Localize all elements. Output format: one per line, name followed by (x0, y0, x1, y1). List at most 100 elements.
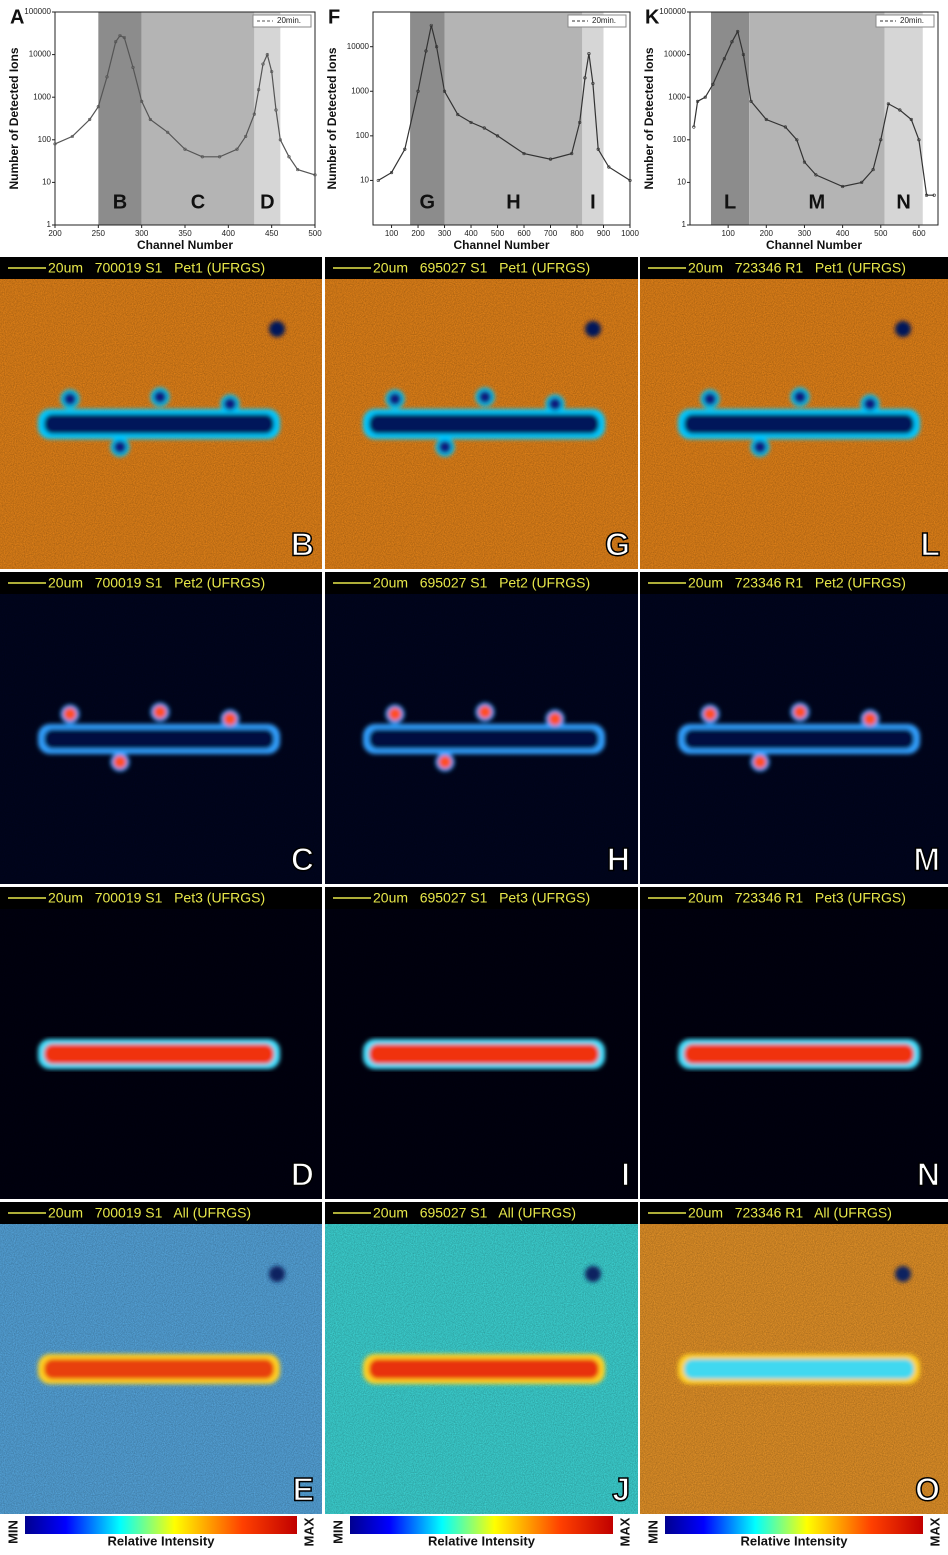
y-tick-label: 1000 (33, 92, 51, 101)
rod-group (363, 1039, 605, 1069)
feature (862, 396, 878, 412)
colorbar-label: Relative Intensity (108, 1533, 216, 1548)
rod (44, 729, 274, 749)
panel-caption: 20um 723346 R1 Pet2 (UFRGS) (688, 575, 906, 591)
panel-label: K (645, 6, 660, 28)
region-label: C (191, 191, 205, 213)
y-tick-label: 100000 (24, 7, 51, 16)
rod (684, 1044, 914, 1064)
feature (792, 704, 808, 720)
region-label: B (113, 191, 127, 213)
y-tick-label: 10 (677, 178, 686, 187)
x-tick-label: 700 (544, 229, 558, 238)
feature (437, 439, 453, 455)
rod-group (678, 1039, 920, 1069)
feature (895, 1266, 911, 1282)
feature (895, 321, 911, 337)
x-axis-title: Channel Number (137, 238, 233, 252)
feature (112, 439, 128, 455)
y-tick-label: 100 (356, 131, 370, 140)
y-axis-title: Number of Detected Ions (7, 47, 21, 189)
y-tick-label: 10 (42, 178, 51, 187)
feature (477, 704, 493, 720)
y-tick-label: 1000 (668, 92, 686, 101)
x-tick-label: 600 (912, 229, 926, 238)
legend-label: 20min. (592, 16, 616, 25)
x-tick-label: 250 (92, 229, 106, 238)
y-tick-label: 10000 (347, 42, 370, 51)
rod (369, 414, 599, 434)
panel-letter: C (291, 841, 314, 877)
feature (585, 321, 601, 337)
x-tick-label: 400 (464, 229, 478, 238)
panel-letter: D (291, 1156, 314, 1192)
rod (369, 1044, 599, 1064)
x-tick-label: 300 (798, 229, 812, 238)
y-tick-label: 1000 (351, 86, 369, 95)
feature (585, 1266, 601, 1282)
region-label: D (260, 191, 274, 213)
colorbar-label: Relative Intensity (428, 1533, 536, 1548)
x-axis-title: Channel Number (766, 238, 862, 252)
y-tick-label: 1 (47, 220, 52, 229)
y-tick-label: 1 (682, 220, 687, 229)
panel-letter: B (291, 526, 314, 562)
colorbar-max: MAX (927, 1517, 942, 1546)
colorbar (665, 1516, 923, 1534)
feature (702, 391, 718, 407)
y-axis-title: Number of Detected Ions (325, 47, 339, 189)
y-tick-label: 100000 (659, 7, 686, 16)
feature (222, 711, 238, 727)
rod (369, 1359, 599, 1379)
panel-caption: 20um 723346 R1 Pet1 (UFRGS) (688, 260, 906, 276)
panel-letter: O (915, 1471, 940, 1507)
x-tick-label: 1000 (621, 229, 639, 238)
rod (684, 729, 914, 749)
rod (44, 1359, 274, 1379)
feature (152, 704, 168, 720)
region-label: I (590, 191, 596, 213)
x-tick-label: 100 (385, 229, 399, 238)
legend-label: 20min. (277, 16, 301, 25)
colorbar-min: MIN (330, 1520, 345, 1544)
rod (369, 729, 599, 749)
region-label: M (809, 191, 826, 213)
y-tick-label: 10000 (29, 50, 52, 59)
x-tick-label: 450 (265, 229, 279, 238)
y-axis-title: Number of Detected Ions (642, 47, 656, 189)
y-tick-label: 100 (673, 135, 687, 144)
feature (547, 711, 563, 727)
x-tick-label: 500 (491, 229, 505, 238)
x-tick-label: 200 (48, 229, 62, 238)
x-tick-label: 600 (517, 229, 531, 238)
panel-caption: 20um 723346 R1 All (UFRGS) (688, 1205, 892, 1221)
x-tick-label: 400 (222, 229, 236, 238)
colorbar-min: MIN (5, 1520, 20, 1544)
panel-caption: 20um 700019 S1 All (UFRGS) (48, 1205, 251, 1221)
y-tick-label: 100 (38, 135, 52, 144)
x-tick-label: 300 (135, 229, 149, 238)
feature (269, 1266, 285, 1282)
panel-letter: N (917, 1156, 940, 1192)
rod (44, 1044, 274, 1064)
panel-letter: E (293, 1471, 314, 1507)
legend-label: 20min. (900, 16, 924, 25)
feature (477, 389, 493, 405)
panel-letter: M (913, 841, 940, 877)
feature (152, 389, 168, 405)
region-label: H (506, 191, 520, 213)
y-tick-label: 10 (360, 176, 369, 185)
feature (752, 439, 768, 455)
x-tick-label: 500 (308, 229, 322, 238)
panel-label: A (10, 6, 24, 28)
x-axis-title: Channel Number (453, 238, 549, 252)
feature (387, 706, 403, 722)
x-tick-label: 200 (760, 229, 774, 238)
feature (269, 321, 285, 337)
y-tick-label: 10000 (664, 50, 687, 59)
panel-caption: 20um 695027 S1 Pet2 (UFRGS) (373, 575, 590, 591)
colorbar-max: MAX (617, 1517, 632, 1546)
colorbar-label: Relative Intensity (741, 1533, 849, 1548)
x-tick-label: 900 (597, 229, 611, 238)
feature (547, 396, 563, 412)
